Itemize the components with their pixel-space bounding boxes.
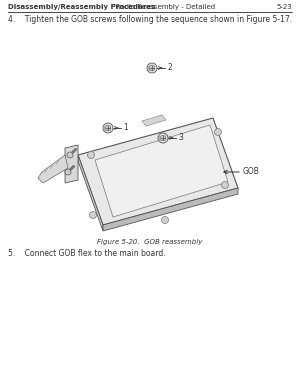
- Circle shape: [105, 125, 111, 131]
- Circle shape: [147, 63, 157, 73]
- Polygon shape: [103, 188, 238, 231]
- Circle shape: [158, 133, 168, 143]
- Text: 5.    Connect GOB flex to the main board.: 5. Connect GOB flex to the main board.: [8, 248, 166, 258]
- Text: 4.    Tighten the GOB screws following the sequence shown in Figure 5-17.: 4. Tighten the GOB screws following the …: [8, 16, 292, 24]
- Circle shape: [149, 65, 155, 71]
- Text: 3: 3: [178, 133, 183, 142]
- Circle shape: [89, 211, 97, 218]
- Text: 5-23: 5-23: [276, 4, 292, 10]
- Polygon shape: [78, 118, 238, 225]
- Circle shape: [88, 151, 94, 159]
- Circle shape: [221, 182, 229, 189]
- Text: 1: 1: [123, 123, 128, 132]
- Circle shape: [67, 152, 73, 158]
- Circle shape: [160, 135, 166, 141]
- Text: Figure 5-20.  GOB reassembly: Figure 5-20. GOB reassembly: [97, 239, 203, 245]
- Text: Disassembly/Reassembly Procedures: Disassembly/Reassembly Procedures: [8, 4, 155, 10]
- Text: : Radio Reassembly - Detailed: : Radio Reassembly - Detailed: [111, 4, 215, 10]
- Polygon shape: [65, 145, 78, 183]
- Circle shape: [214, 128, 221, 135]
- Polygon shape: [38, 155, 68, 183]
- Circle shape: [161, 217, 169, 223]
- Circle shape: [103, 123, 113, 133]
- Circle shape: [65, 169, 71, 175]
- Polygon shape: [142, 115, 166, 126]
- Polygon shape: [78, 155, 103, 231]
- Text: 2: 2: [167, 64, 172, 73]
- Text: GOB: GOB: [243, 168, 260, 177]
- Polygon shape: [95, 125, 228, 217]
